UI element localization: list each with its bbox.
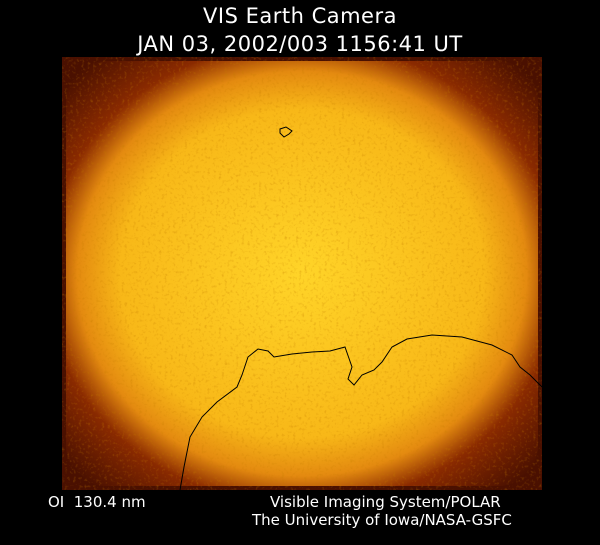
instrument-label: Visible Imaging System/POLAR — [270, 493, 501, 511]
earth-camera-image — [62, 57, 542, 490]
island-outline — [279, 126, 293, 138]
credit-label: The University of Iowa/NASA-GSFC — [252, 511, 512, 529]
image-timestamp: JAN 03, 2002/003 1156:41 UT — [137, 32, 463, 56]
wavelength-label: OI 130.4 nm — [48, 493, 146, 511]
coastline — [179, 334, 542, 490]
emission-noise — [62, 57, 542, 490]
image-title: VIS Earth Camera — [203, 4, 397, 28]
